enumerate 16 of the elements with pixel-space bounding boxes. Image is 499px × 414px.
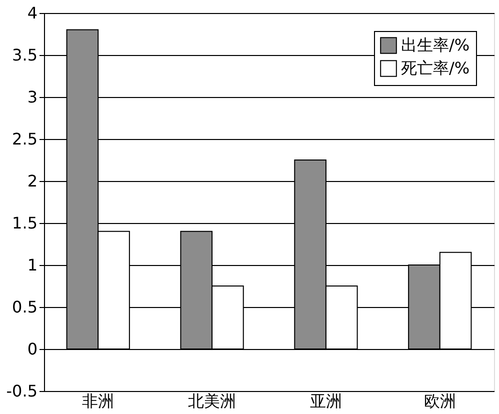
y-tick-label: 0 — [27, 340, 38, 358]
y-tick-label: 2 — [27, 172, 38, 190]
x-tick-label: 亚洲 — [310, 392, 342, 410]
x-tick-label: 欧洲 — [424, 392, 456, 410]
y-tick-label: -0.5 — [6, 382, 38, 400]
legend-label: 出生率/% — [401, 36, 470, 54]
legend-label: 死亡率/% — [401, 58, 470, 78]
x-tick-label: 非洲 — [82, 392, 114, 410]
y-tick-label: 3 — [27, 88, 38, 106]
y-tick-label: 4 — [27, 4, 38, 22]
y-tick-label: 0.5 — [12, 298, 38, 316]
y-tick-label: 3.5 — [12, 46, 38, 64]
y-tick-label: 1.5 — [12, 214, 38, 232]
x-tick-label: 北美洲 — [188, 392, 236, 410]
y-tick-label: 2.5 — [12, 130, 38, 148]
y-tick-label: 1 — [27, 256, 38, 274]
